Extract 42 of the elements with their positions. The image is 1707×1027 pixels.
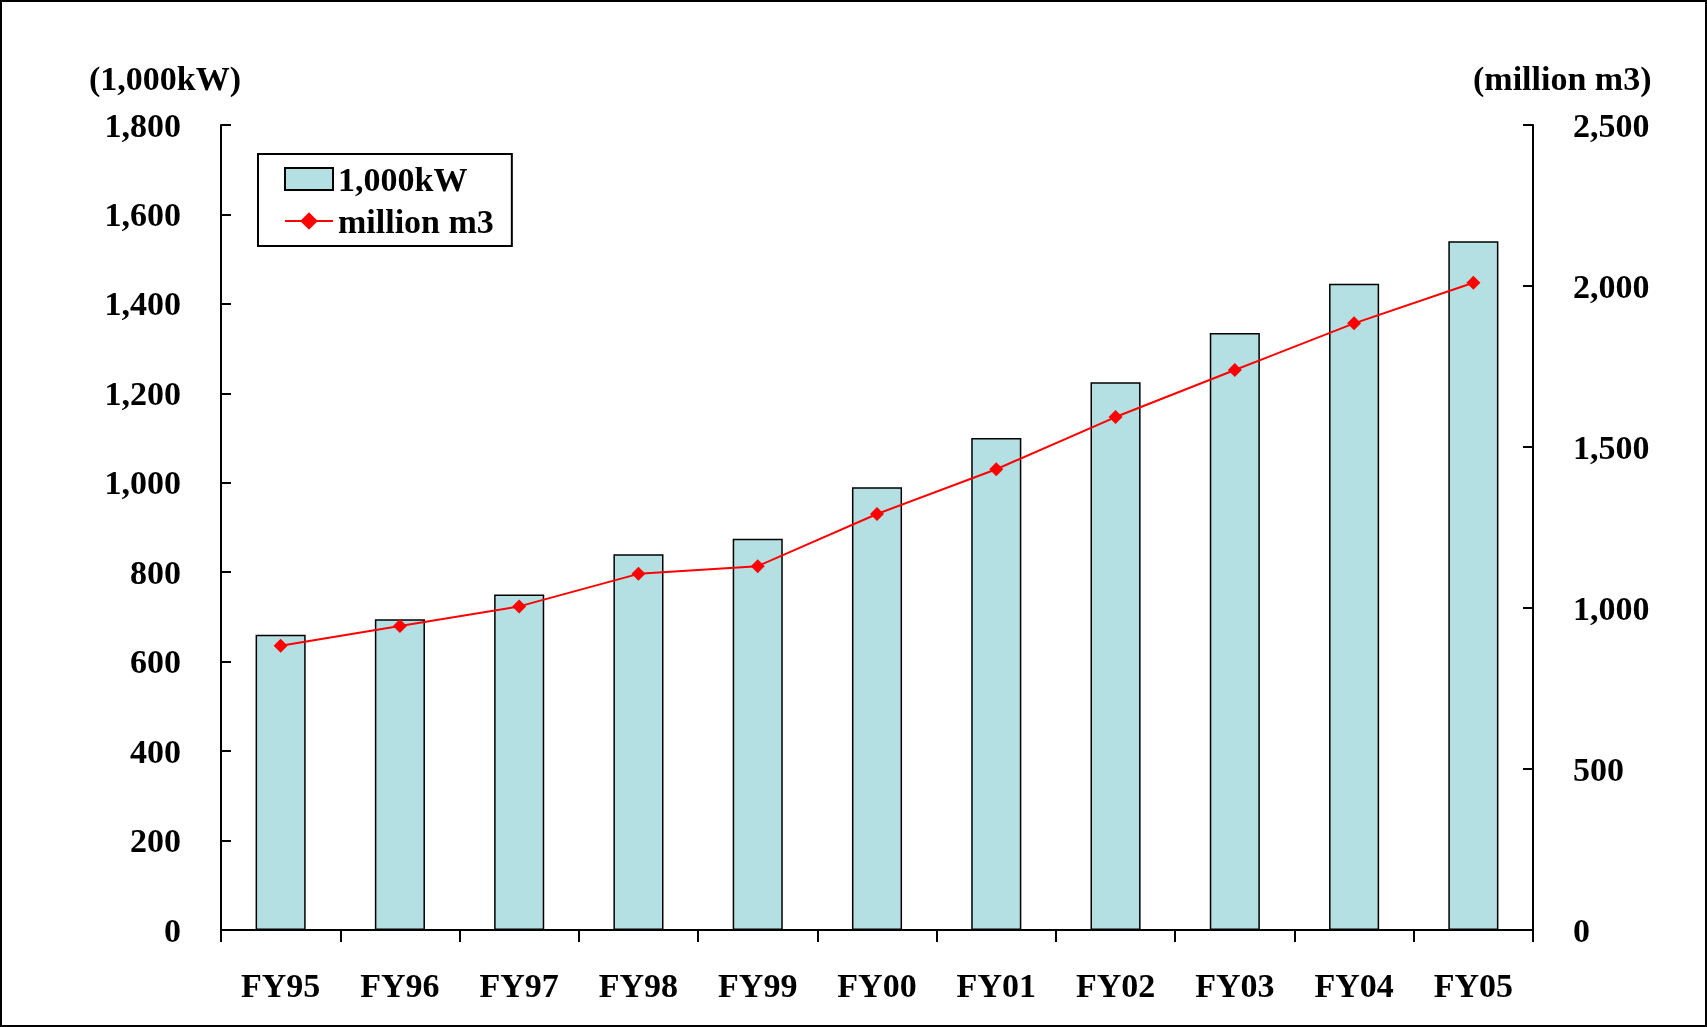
point — [1466, 275, 1481, 290]
legend-label: 1,000kW — [338, 160, 468, 198]
y2-tick-label: 2,000 — [1573, 267, 1650, 305]
y2-tick-label: 1,000 — [1573, 589, 1650, 627]
point — [512, 599, 527, 614]
y-tick-label: 1,400 — [104, 285, 181, 323]
point — [1347, 316, 1362, 331]
y-tick-label: 600 — [130, 643, 181, 681]
x-tick-label: FY02 — [1075, 966, 1156, 1004]
x-tick-label: FY05 — [1433, 966, 1514, 1004]
y-tick-label: 1,800 — [104, 106, 181, 144]
y-tick-label: 0 — [164, 911, 181, 949]
point — [631, 566, 646, 581]
point — [1227, 363, 1242, 378]
point — [870, 506, 884, 521]
y2-tick-label: 2,500 — [1573, 106, 1650, 144]
y-tick-label: 1,600 — [104, 195, 181, 233]
point — [1108, 410, 1123, 425]
y2-tick-label: 1,500 — [1573, 428, 1650, 466]
point — [273, 638, 288, 653]
point — [392, 619, 407, 634]
point — [989, 462, 1004, 477]
x-tick-label: FY01 — [956, 966, 1036, 1004]
legend-label: million m3 — [338, 202, 494, 240]
y-tick-label: 400 — [130, 732, 181, 770]
x-tick-label: FY95 — [240, 966, 321, 1004]
y-tick-label: 1,200 — [104, 374, 181, 412]
x-tick-label: FY03 — [1195, 966, 1275, 1004]
x-tick-label: FY97 — [479, 966, 559, 1004]
x-tick-label: FY04 — [1314, 966, 1394, 1004]
y-tick-label: 200 — [130, 822, 181, 860]
x-tick-label: FY98 — [598, 966, 679, 1004]
x-tick-label: FY00 — [837, 966, 917, 1004]
y-axis-title: (1,000kW) — [88, 59, 241, 98]
x-tick-label: FY99 — [718, 966, 798, 1004]
y-tick-label: 1,000 — [104, 464, 181, 502]
x-tick-label: FY96 — [360, 966, 440, 1004]
y2-axis-title: (million m3) — [1473, 59, 1652, 98]
y2-tick-label: 500 — [1573, 750, 1624, 788]
point — [750, 559, 765, 574]
y2-tick-label: 0 — [1573, 911, 1590, 949]
y-tick-label: 800 — [130, 553, 181, 591]
